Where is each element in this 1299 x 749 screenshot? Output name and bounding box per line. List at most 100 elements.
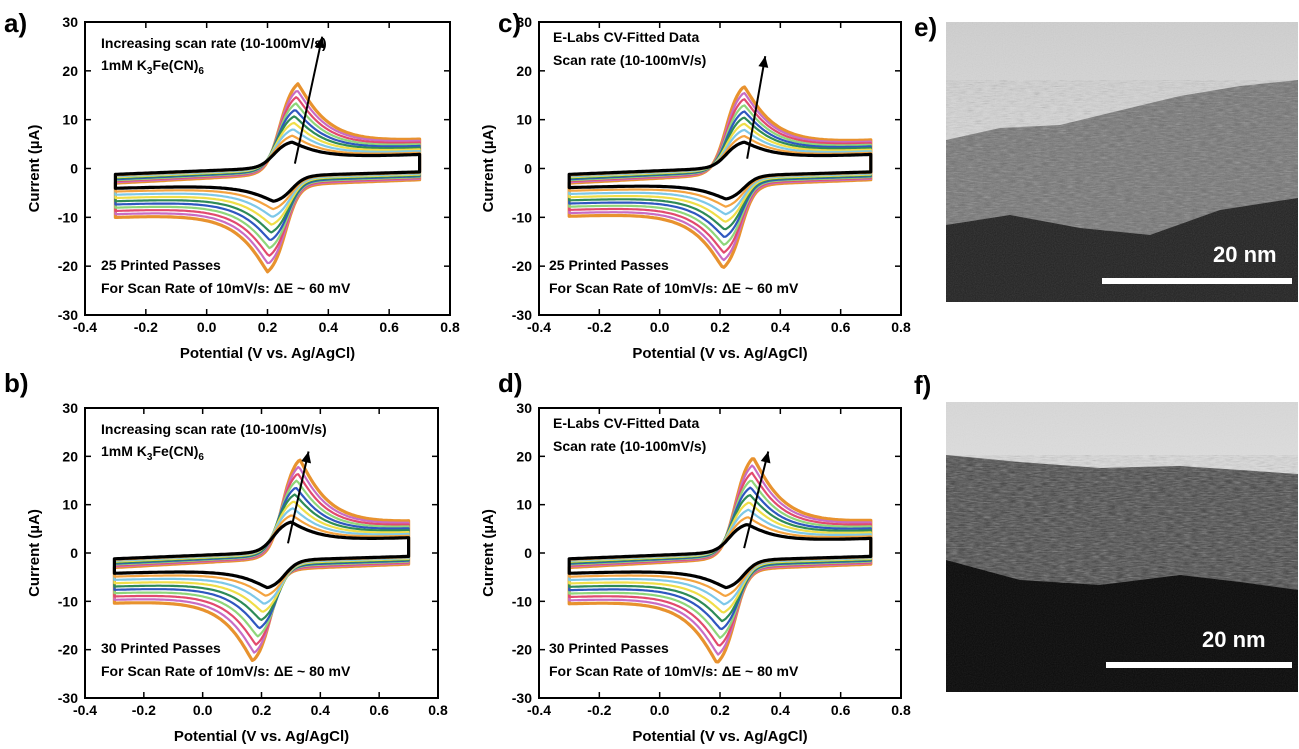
y-tick-label-d-0: 30 [516,400,532,416]
annotation-delta-e-a: For Scan Rate of 10mV/s: ΔE ~ 60 mV [101,280,351,296]
micrograph-e: e) 20 nm [914,12,1298,302]
x-tick-label-c-0: -0.4 [527,319,551,335]
x-axis-label-d: Potential (V vs. Ag/AgCl) [632,728,807,745]
annotation-delta-e-d: For Scan Rate of 10mV/s: ΔE ~ 80 mV [549,663,799,679]
y-axis-label-c: Current (µA) [480,125,497,213]
scale-bar-label-f: 20 nm [1202,627,1266,652]
annotation-electrolyte-sub6-a: 6 [198,66,204,77]
x-tick-label-b-0: -0.4 [73,702,97,718]
annotation-electrolyte-part2-b: Fe(CN) [152,443,198,459]
annotation-delta-e-b: For Scan Rate of 10mV/s: ΔE ~ 80 mV [101,663,351,679]
annotation-electrolyte-part-b: 1mM K [101,443,147,459]
cv-curve-b-10mVs [112,520,411,590]
micrograph-f-grain [946,402,1298,692]
y-tick-label-b-3: 0 [70,545,78,561]
y-tick-label-c-5: -20 [512,258,532,274]
y-tick-label-a-0: 30 [62,14,78,30]
cv-curves-b [112,458,411,662]
y-tick-label-a-2: 10 [62,112,78,128]
cv-curve-d-10mVs [567,523,873,590]
x-tick-label-a-1: -0.2 [134,319,158,335]
y-axis-label-d: Current (µA) [480,509,497,597]
y-tick-label-b-5: -20 [58,642,78,658]
scale-bar-f [1106,662,1292,668]
annotation-passes-b: 30 Printed Passes [101,640,221,656]
panel-label-c: c) [498,8,521,38]
x-tick-label-d-1: -0.2 [587,702,611,718]
trend-arrow-c [746,56,767,159]
annotation-delta-e-c: For Scan Rate of 10mV/s: ΔE ~ 60 mV [549,280,799,296]
annotation-electrolyte-b: 1mM K3Fe(CN)6 [101,443,204,463]
y-tick-label-a-5: -20 [58,258,78,274]
micrograph-e-grain [946,22,1298,302]
x-axis-label-a: Potential (V vs. Ag/AgCl) [180,345,355,362]
trend-arrowhead-d [760,451,771,464]
x-tick-label-d-3: 0.2 [710,702,730,718]
annotation-electrolyte-a: 1mM K3Fe(CN)6 [101,57,204,77]
annotation-electrolyte-sub6-b: 6 [198,452,204,463]
cv-curves-a [113,82,422,274]
y-tick-label-c-6: -30 [512,307,532,323]
y-tick-label-c-0: 30 [516,14,532,30]
x-axis-label-b: Potential (V vs. Ag/AgCl) [174,728,349,745]
trend-arrowhead-c [758,56,769,68]
annotation-scan-rate-a: Increasing scan rate (10-100mV/s) [101,35,327,51]
cv-chart-c: c) -0.4 -0.2 0.0 0.2 0.4 0.6 0.8 30 20 10 0 -10 -20 -3… [480,8,911,362]
cv-chart-d: d) -0.4 -0.2 0.0 0.2 0.4 0.6 0.8 30 20 10 0 -10 -20 -3… [480,368,911,745]
y-tick-label-a-1: 20 [62,63,78,79]
annotation-electrolyte-sub3-a: 3 [147,66,153,77]
y-tick-label-d-3: 0 [524,545,532,561]
trend-arrow-d [743,451,770,549]
y-tick-label-b-1: 20 [62,448,78,464]
y-tick-label-c-1: 20 [516,63,532,79]
annotation-passes-d: 30 Printed Passes [549,640,669,656]
x-tick-label-c-6: 0.8 [891,319,911,335]
x-tick-label-b-1: -0.2 [132,702,156,718]
y-tick-label-a-4: -10 [58,209,78,225]
annotation-electrolyte-part-a: 1mM K [101,57,147,73]
x-tick-label-a-0: -0.4 [73,319,97,335]
panel-label-e: e) [914,12,937,42]
x-tick-label-d-6: 0.8 [891,702,911,718]
cv-curves-d [567,457,873,664]
scale-bar-e [1102,278,1292,284]
x-tick-label-a-4: 0.4 [319,319,339,335]
panel-label-f: f) [914,370,931,400]
annotation-passes-a: 25 Printed Passes [101,257,221,273]
y-axis-label-a: Current (µA) [26,125,43,213]
x-tick-label-c-3: 0.2 [710,319,730,335]
x-axis-label-c: Potential (V vs. Ag/AgCl) [632,345,807,362]
trend-arrow-b [286,451,310,544]
x-tick-label-c-5: 0.6 [831,319,851,335]
y-tick-label-b-4: -10 [58,593,78,609]
annotation-electrolyte-sub3-b: 3 [147,452,153,463]
cv-curve-a-10mVs [113,140,422,203]
trend-arrowhead-b [301,451,312,464]
y-tick-label-d-4: -10 [512,593,532,609]
micrograph-f: f) 20 nm [914,370,1298,692]
panel-label-d: d) [498,368,523,398]
y-tick-label-d-6: -30 [512,690,532,706]
annotation-fitted-c: E-Labs CV-Fitted Data [553,29,699,45]
x-tick-label-c-4: 0.4 [771,319,791,335]
x-tick-label-b-5: 0.6 [369,702,389,718]
x-tick-label-a-2: 0.0 [197,319,217,335]
y-tick-label-d-2: 10 [516,497,532,513]
scale-bar-label-e: 20 nm [1213,242,1277,267]
y-tick-label-c-3: 0 [524,161,532,177]
annotation-fitted-d: E-Labs CV-Fitted Data [553,415,699,431]
x-tick-label-d-2: 0.0 [650,702,670,718]
y-tick-label-a-6: -30 [58,307,78,323]
cv-curves-c [567,85,873,269]
x-tick-label-a-6: 0.8 [440,319,460,335]
y-tick-label-d-5: -20 [512,642,532,658]
trend-arrow-a [293,36,324,164]
annotation-scan-rate-b: Increasing scan rate (10-100mV/s) [101,421,327,437]
y-tick-label-d-1: 20 [516,448,532,464]
y-axis-label-b: Current (µA) [26,509,43,597]
x-tick-label-c-2: 0.0 [650,319,670,335]
x-tick-label-b-6: 0.8 [428,702,448,718]
annotation-passes-c: 25 Printed Passes [549,257,669,273]
panel-label-a: a) [4,8,27,38]
